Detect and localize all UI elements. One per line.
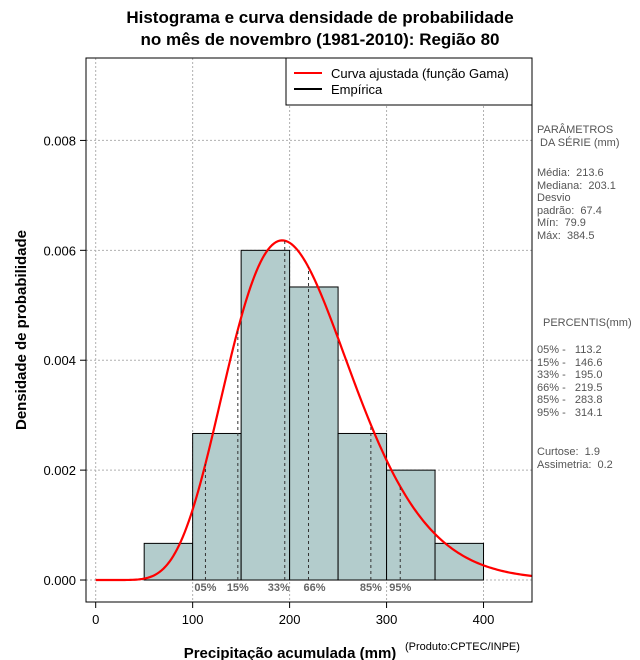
x-tick-label: 200 [279, 612, 301, 627]
chart-title-line1: Histograma e curva densidade de probabil… [126, 8, 514, 27]
chart-title-line2: no mês de novembro (1981-2010): Região 8… [140, 30, 500, 49]
percentis-header: PERCENTIS(mm) [543, 317, 632, 329]
percentile-label-33%: 33% [268, 582, 290, 594]
x-tick-label: 100 [182, 612, 204, 627]
histogram-bar-2 [192, 432, 242, 581]
x-tick-label: 0 [92, 612, 99, 627]
legend-box [285, 57, 533, 106]
legend-label-2: Empírica [331, 82, 383, 97]
x-tick-label: 400 [473, 612, 495, 627]
histogram-bar-4 [289, 286, 339, 581]
percentis-body: 05% - 113.2 15% - 146.6 33% - 195.0 66% … [537, 344, 603, 419]
percentile-label-05%: 05% [194, 582, 216, 594]
y-tick-label: 0.008 [43, 133, 76, 148]
percentile-label-66%: 66% [303, 582, 325, 594]
percentile-label-95%: 95% [389, 582, 411, 594]
histogram-bar-3 [240, 249, 291, 581]
y-tick-label: 0.004 [43, 353, 76, 368]
params-body: Média: 213.6 Mediana: 203.1 Desvio padrã… [537, 167, 616, 242]
percentile-label-15%: 15% [227, 582, 249, 594]
y-tick-label: 0.002 [43, 463, 76, 478]
histogram-bar-5 [337, 432, 388, 581]
shape-stats-body: Curtose: 1.9 Assimetria: 0.2 [537, 446, 613, 471]
params-header: PARÂMETROS DA SÉRIE (mm) [537, 124, 620, 149]
x-tick-label: 300 [376, 612, 398, 627]
x-axis-label: Precipitação acumulada (mm) [184, 645, 397, 660]
legend-label-1: Curva ajustada (função Gama) [331, 66, 509, 81]
gamma-density-curve [95, 239, 533, 582]
y-axis-label: Densidade de probabilidade [13, 230, 30, 430]
y-tick-label: 0.000 [43, 573, 76, 588]
product-credit: (Produto:CPTEC/INPE) [405, 641, 520, 653]
y-tick-label: 0.006 [43, 243, 76, 258]
percentile-label-85%: 85% [360, 582, 382, 594]
